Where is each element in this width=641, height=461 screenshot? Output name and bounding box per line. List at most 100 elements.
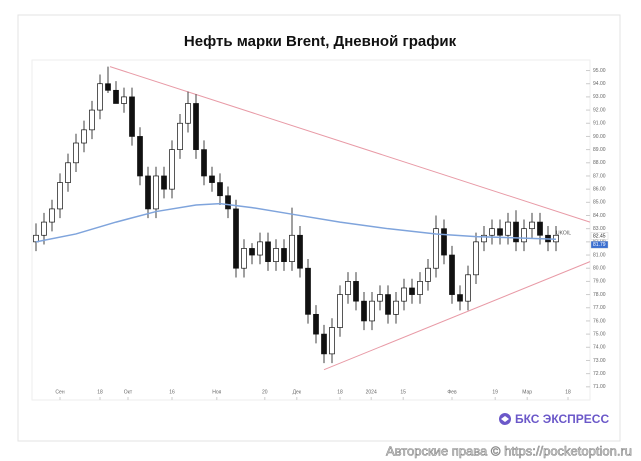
- y-tick-label: 85.00: [593, 200, 606, 206]
- candle-body: [73, 142, 79, 164]
- candle-body: [145, 175, 151, 210]
- candle-body: [481, 234, 487, 243]
- candle-body: [473, 241, 479, 276]
- y-tick-label: 75.00: [593, 331, 606, 337]
- candle-body: [217, 182, 223, 197]
- symbol: UKOIL: [556, 230, 571, 236]
- candle-body: [241, 248, 247, 269]
- candle-body: [161, 175, 167, 190]
- y-tick-label: 93.00: [593, 94, 606, 100]
- y-tick-label: 95.00: [593, 68, 606, 74]
- x-tick-label: 19: [492, 389, 498, 395]
- candle-body: [529, 221, 535, 230]
- logo: БКС ЭКСПРЕСС: [499, 412, 609, 426]
- x-tick-label: Дек: [293, 389, 302, 395]
- y-tick-label: 77.00: [593, 305, 606, 311]
- candle-body: [393, 300, 399, 315]
- brand: БКС ЭКСПРЕСС: [515, 412, 609, 426]
- candle-body: [425, 267, 431, 282]
- price-label: 81.79: [593, 242, 606, 248]
- x-tick-label: Мар: [522, 389, 532, 395]
- candle-body: [353, 281, 359, 302]
- plot-area: [31, 59, 591, 401]
- x-tick-label: Фев: [447, 389, 457, 395]
- card: [17, 14, 621, 442]
- candle-body: [385, 294, 391, 315]
- candle-body: [153, 175, 159, 210]
- y-tick-label: 90.00: [593, 134, 606, 140]
- candle-body: [441, 228, 447, 256]
- y-tick-label: 74.00: [593, 345, 606, 351]
- x-tick-label: 16: [169, 389, 175, 395]
- price-label: 82.45: [593, 233, 606, 239]
- candle-body: [209, 175, 215, 183]
- candle-body: [89, 109, 95, 131]
- y-tick-label: 72.00: [593, 371, 606, 377]
- candle-body: [57, 182, 63, 210]
- candle-body: [257, 241, 263, 256]
- y-tick-label: 83.00: [593, 226, 606, 232]
- candle-body: [193, 103, 199, 150]
- y-tick-label: 87.00: [593, 173, 606, 179]
- watermark: Авторские права © https://pocketoption.r…: [386, 443, 632, 458]
- trendline: [109, 66, 591, 223]
- candle-body: [81, 129, 87, 144]
- candle-body: [249, 248, 255, 256]
- candle-body: [177, 122, 183, 150]
- candle-body: [497, 228, 503, 236]
- candle-body: [49, 208, 55, 223]
- x-tick-label: 18: [337, 389, 343, 395]
- candle-body: [345, 281, 351, 295]
- candle-body: [337, 294, 343, 328]
- y-tick-label: 79.00: [593, 279, 606, 285]
- candle-body: [313, 313, 319, 335]
- candle-body: [273, 248, 279, 262]
- candle-body: [129, 96, 135, 137]
- y-tick-label: 86.00: [593, 186, 606, 192]
- y-tick-label: 92.00: [593, 107, 606, 113]
- candle-body: [201, 149, 207, 177]
- x-tick-label: Ноя: [212, 389, 221, 395]
- x-tick-label: 15: [400, 389, 406, 395]
- candle-body: [121, 96, 127, 104]
- candle-body: [265, 241, 271, 262]
- y-tick-label: 89.00: [593, 147, 606, 153]
- y-tick-label: 84.00: [593, 213, 606, 219]
- price-label-box: [590, 240, 609, 249]
- candle-body: [297, 234, 303, 269]
- candle-body: [185, 103, 191, 124]
- candle-body: [225, 195, 231, 210]
- x-tick-label: Сен: [55, 389, 64, 395]
- candle-body: [417, 281, 423, 295]
- x-tick-label: Окт: [124, 389, 133, 395]
- candle-body: [281, 248, 287, 262]
- candle-body: [65, 162, 71, 183]
- candle-body: [457, 294, 463, 302]
- y-tick-label: 76.00: [593, 318, 606, 324]
- y-tick-label: 71.00: [593, 384, 606, 390]
- x-tick-label: 2024: [366, 389, 377, 395]
- candle-body: [489, 228, 495, 236]
- moving-average: [35, 202, 557, 243]
- y-tick-label: 73.00: [593, 358, 606, 364]
- candle-body: [449, 254, 455, 295]
- candle-body: [169, 149, 175, 190]
- trendline: [323, 261, 591, 371]
- candle-body: [105, 83, 111, 91]
- candle-body: [433, 228, 439, 269]
- candle-body: [321, 333, 327, 355]
- candle-body: [521, 228, 527, 243]
- candle-body: [513, 221, 519, 243]
- x-tick-label: 18: [97, 389, 103, 395]
- x-tick-label: 18: [565, 389, 571, 395]
- y-tick-label: 88.00: [593, 160, 606, 166]
- candle-body: [289, 234, 295, 262]
- candle-body: [361, 300, 367, 322]
- candle-body: [409, 287, 415, 295]
- price-label-box: [590, 232, 609, 240]
- candle-body: [305, 267, 311, 315]
- chart-title: Нефть марки Brent, Дневной график: [184, 33, 457, 50]
- y-tick-label: 78.00: [593, 292, 606, 298]
- candle-body: [233, 208, 239, 269]
